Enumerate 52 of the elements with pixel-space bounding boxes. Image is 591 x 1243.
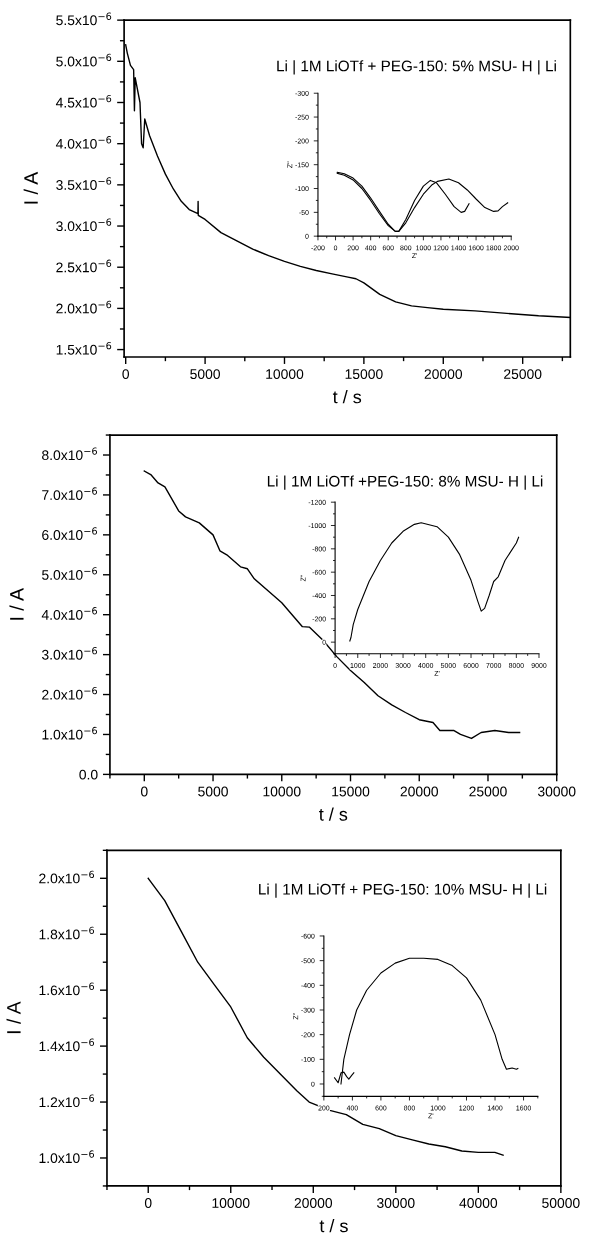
y-tick-label: 5.5x10$^{−6}$ bbox=[56, 12, 112, 26]
y-tick-label: 1.5x10$^{−6}$ bbox=[56, 341, 112, 355]
x-tick-label: 20000 bbox=[424, 369, 463, 379]
x-tick-label: 0 bbox=[140, 786, 148, 797]
x-tick-label: 25000 bbox=[469, 786, 507, 797]
x-axis-title: t / s bbox=[319, 1219, 348, 1233]
x-tick-label: 30000 bbox=[537, 786, 576, 797]
x-tick-label: 25000 bbox=[504, 369, 542, 379]
x-tick-label: 20000 bbox=[400, 786, 439, 797]
y-axis-title: I / A bbox=[23, 171, 38, 204]
x-tick-label: 5000 bbox=[190, 369, 220, 379]
x-tick-label: 0 bbox=[122, 369, 130, 379]
y-tick-label: 7.0x10$^{−6}$ bbox=[42, 487, 98, 500]
y-tick-label: 1.2x10$^{−6}$ bbox=[39, 1094, 95, 1108]
y-tick-label: 2.0x10$^{−6}$ bbox=[42, 686, 98, 700]
y-tick-label: 6.0x10$^{−6}$ bbox=[42, 527, 98, 540]
x-tick-label: 5000 bbox=[198, 786, 228, 797]
x-axis-title: t / s bbox=[319, 807, 348, 821]
x-tick-label: 15000 bbox=[332, 786, 370, 797]
y-tick-label: 4.0x10$^{−6}$ bbox=[55, 136, 112, 149]
x-tick-label: 50000 bbox=[542, 1198, 580, 1208]
y-tick-label: 4.0x10$^{−6}$ bbox=[41, 607, 98, 620]
x-tick-label: 10000 bbox=[212, 1198, 250, 1208]
x-tick-label: 30000 bbox=[377, 1198, 415, 1208]
x-tick-label: 10000 bbox=[263, 786, 301, 797]
y-tick-label: 0.0 bbox=[79, 769, 98, 780]
y-tick-label: 1.0x10$^{−6}$ bbox=[39, 1150, 95, 1164]
y-axis-title: I / A bbox=[6, 1001, 21, 1034]
x-axis-title: t / s bbox=[332, 390, 362, 404]
y-tick-label: 4.5x10$^{−6}$ bbox=[55, 94, 112, 108]
y-tick-label: 8.0x10$^{−6}$ bbox=[42, 447, 98, 461]
x-tick-label: 0 bbox=[144, 1198, 152, 1208]
x-tick-label: 10000 bbox=[266, 369, 304, 379]
y-tick-label: 5.0x10$^{−6}$ bbox=[42, 567, 98, 580]
y-tick-label: 1.6x10$^{−6}$ bbox=[39, 982, 95, 996]
y-tick-label: 1.8x10$^{−6}$ bbox=[39, 926, 95, 940]
y-tick-label: 3.5x10$^{−6}$ bbox=[56, 177, 112, 190]
y-tick-label: 3.0x10$^{−6}$ bbox=[41, 647, 98, 660]
y-tick-label: 1.4x10$^{−6}$ bbox=[39, 1038, 95, 1052]
annotation: Li | 1M LiOTf + PEG-150: 5% MSU- H | Li bbox=[277, 60, 556, 75]
annotation: Li | 1M LiOTf +PEG-150: 8% MSU- H | Li bbox=[267, 475, 543, 490]
y-tick-label: 2.5x10$^{−6}$ bbox=[56, 259, 112, 273]
y-tick-label: 3.0x10$^{−6}$ bbox=[56, 218, 112, 232]
y-tick-label: 5.0x10$^{−6}$ bbox=[56, 53, 112, 67]
x-tick-label: 20000 bbox=[294, 1198, 333, 1208]
y-tick-label: 1.0x10$^{−6}$ bbox=[42, 726, 98, 740]
y-axis-title: I / A bbox=[9, 588, 24, 620]
annotation: Li | 1M LiOTf + PEG-150: 10% MSU- H | Li bbox=[259, 883, 547, 898]
x-tick-label: 15000 bbox=[345, 369, 383, 379]
x-tick-label: 40000 bbox=[459, 1198, 498, 1208]
y-tick-label: 2.0x10$^{−6}$ bbox=[39, 870, 95, 884]
y-tick-label: 2.0x10$^{−6}$ bbox=[56, 300, 112, 314]
